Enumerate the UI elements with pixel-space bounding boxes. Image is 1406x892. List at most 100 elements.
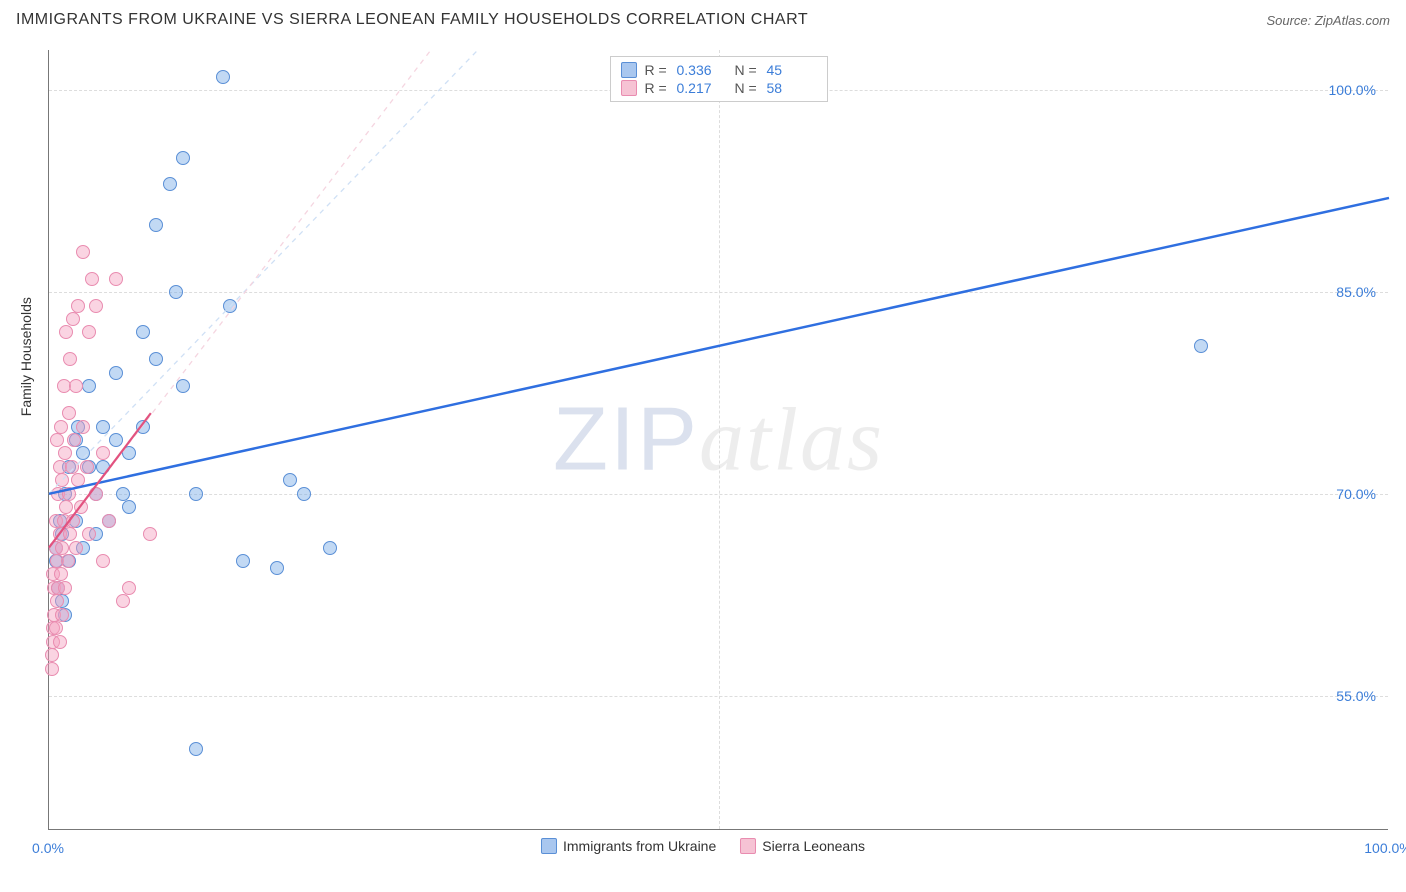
data-point [58,581,72,595]
data-point [82,325,96,339]
data-point [96,446,110,460]
data-point [76,245,90,259]
data-point [323,541,337,555]
data-point [62,406,76,420]
data-point [61,554,75,568]
plot-frame: ZIPatlas 55.0% 70.0% 85.0% 100.0% R = 0.336… [48,50,1388,830]
plot-area: ZIPatlas 55.0% 70.0% 85.0% 100.0% [49,50,1388,829]
legend-correlation: R = 0.336 N = 45 R = 0.217 N = 58 [610,56,828,102]
data-point [116,594,130,608]
data-point [163,177,177,191]
data-point [216,70,230,84]
data-point [74,500,88,514]
data-point [236,554,250,568]
legend-series-label: Immigrants from Ukraine [563,838,716,854]
data-point [54,420,68,434]
legend-r-label: R = [645,80,669,96]
legend-n-value: 45 [767,62,817,78]
data-point [59,325,73,339]
legend-swatch [621,62,637,78]
ytick-label: 85.0% [1336,284,1376,300]
data-point [149,352,163,366]
data-point [69,541,83,555]
data-point [270,561,284,575]
data-point [122,500,136,514]
data-point [176,151,190,165]
data-point [58,446,72,460]
legend-n-label: N = [735,62,759,78]
data-point [80,460,94,474]
data-point [55,473,69,487]
data-point [55,541,69,555]
xtick-label: 100.0% [1364,840,1406,856]
data-point [109,366,123,380]
data-point [122,446,136,460]
data-point [45,662,59,676]
data-point [223,299,237,313]
ytick-label: 55.0% [1336,688,1376,704]
data-point [149,218,163,232]
legend-swatch [541,838,557,854]
data-point [96,460,110,474]
watermark-zip: ZIP [553,389,699,489]
legend-n-value: 58 [767,80,817,96]
legend-series-item: Sierra Leoneans [740,838,865,854]
data-point [96,420,110,434]
data-point [283,473,297,487]
data-point [96,554,110,568]
data-point [102,514,116,528]
y-axis-label: Family Households [18,297,34,416]
data-point [45,648,59,662]
data-point [76,446,90,460]
data-point [122,581,136,595]
data-point [63,527,77,541]
legend-swatch [740,838,756,854]
data-point [89,487,103,501]
data-point [49,621,63,635]
data-point [71,473,85,487]
data-point [66,312,80,326]
legend-series-item: Immigrants from Ukraine [541,838,716,854]
data-point [189,487,203,501]
data-point [169,285,183,299]
data-point [50,433,64,447]
gridline-v [719,50,720,829]
data-point [54,567,68,581]
ytick-label: 100.0% [1329,82,1376,98]
data-point [69,379,83,393]
legend-r-label: R = [645,62,669,78]
legend-r-value: 0.217 [677,80,727,96]
data-point [136,420,150,434]
data-point [65,460,79,474]
data-point [143,527,157,541]
chart-title: IMMIGRANTS FROM UKRAINE VS SIERRA LEONEA… [16,11,808,29]
data-point [85,272,99,286]
data-point [136,325,150,339]
data-point [109,272,123,286]
data-point [53,635,67,649]
xtick-label: 0.0% [32,840,64,856]
data-point [116,487,130,501]
data-point [89,299,103,313]
data-point [63,352,77,366]
legend-stat-row: R = 0.217 N = 58 [621,79,817,97]
data-point [82,379,96,393]
data-point [76,420,90,434]
data-point [109,433,123,447]
data-point [297,487,311,501]
legend-r-value: 0.336 [677,62,727,78]
data-point [176,379,190,393]
legend-n-label: N = [735,80,759,96]
legend-series: Immigrants from Ukraine Sierra Leoneans [541,838,865,854]
chart-header: IMMIGRANTS FROM UKRAINE VS SIERRA LEONEA… [0,0,1406,40]
legend-swatch [621,80,637,96]
data-point [66,514,80,528]
data-point [62,487,76,501]
ytick-label: 70.0% [1336,486,1376,502]
data-point [59,500,73,514]
legend-series-label: Sierra Leoneans [762,838,865,854]
legend-stat-row: R = 0.336 N = 45 [621,61,817,79]
watermark-atlas: atlas [699,390,884,489]
data-point [71,299,85,313]
data-point [1194,339,1208,353]
